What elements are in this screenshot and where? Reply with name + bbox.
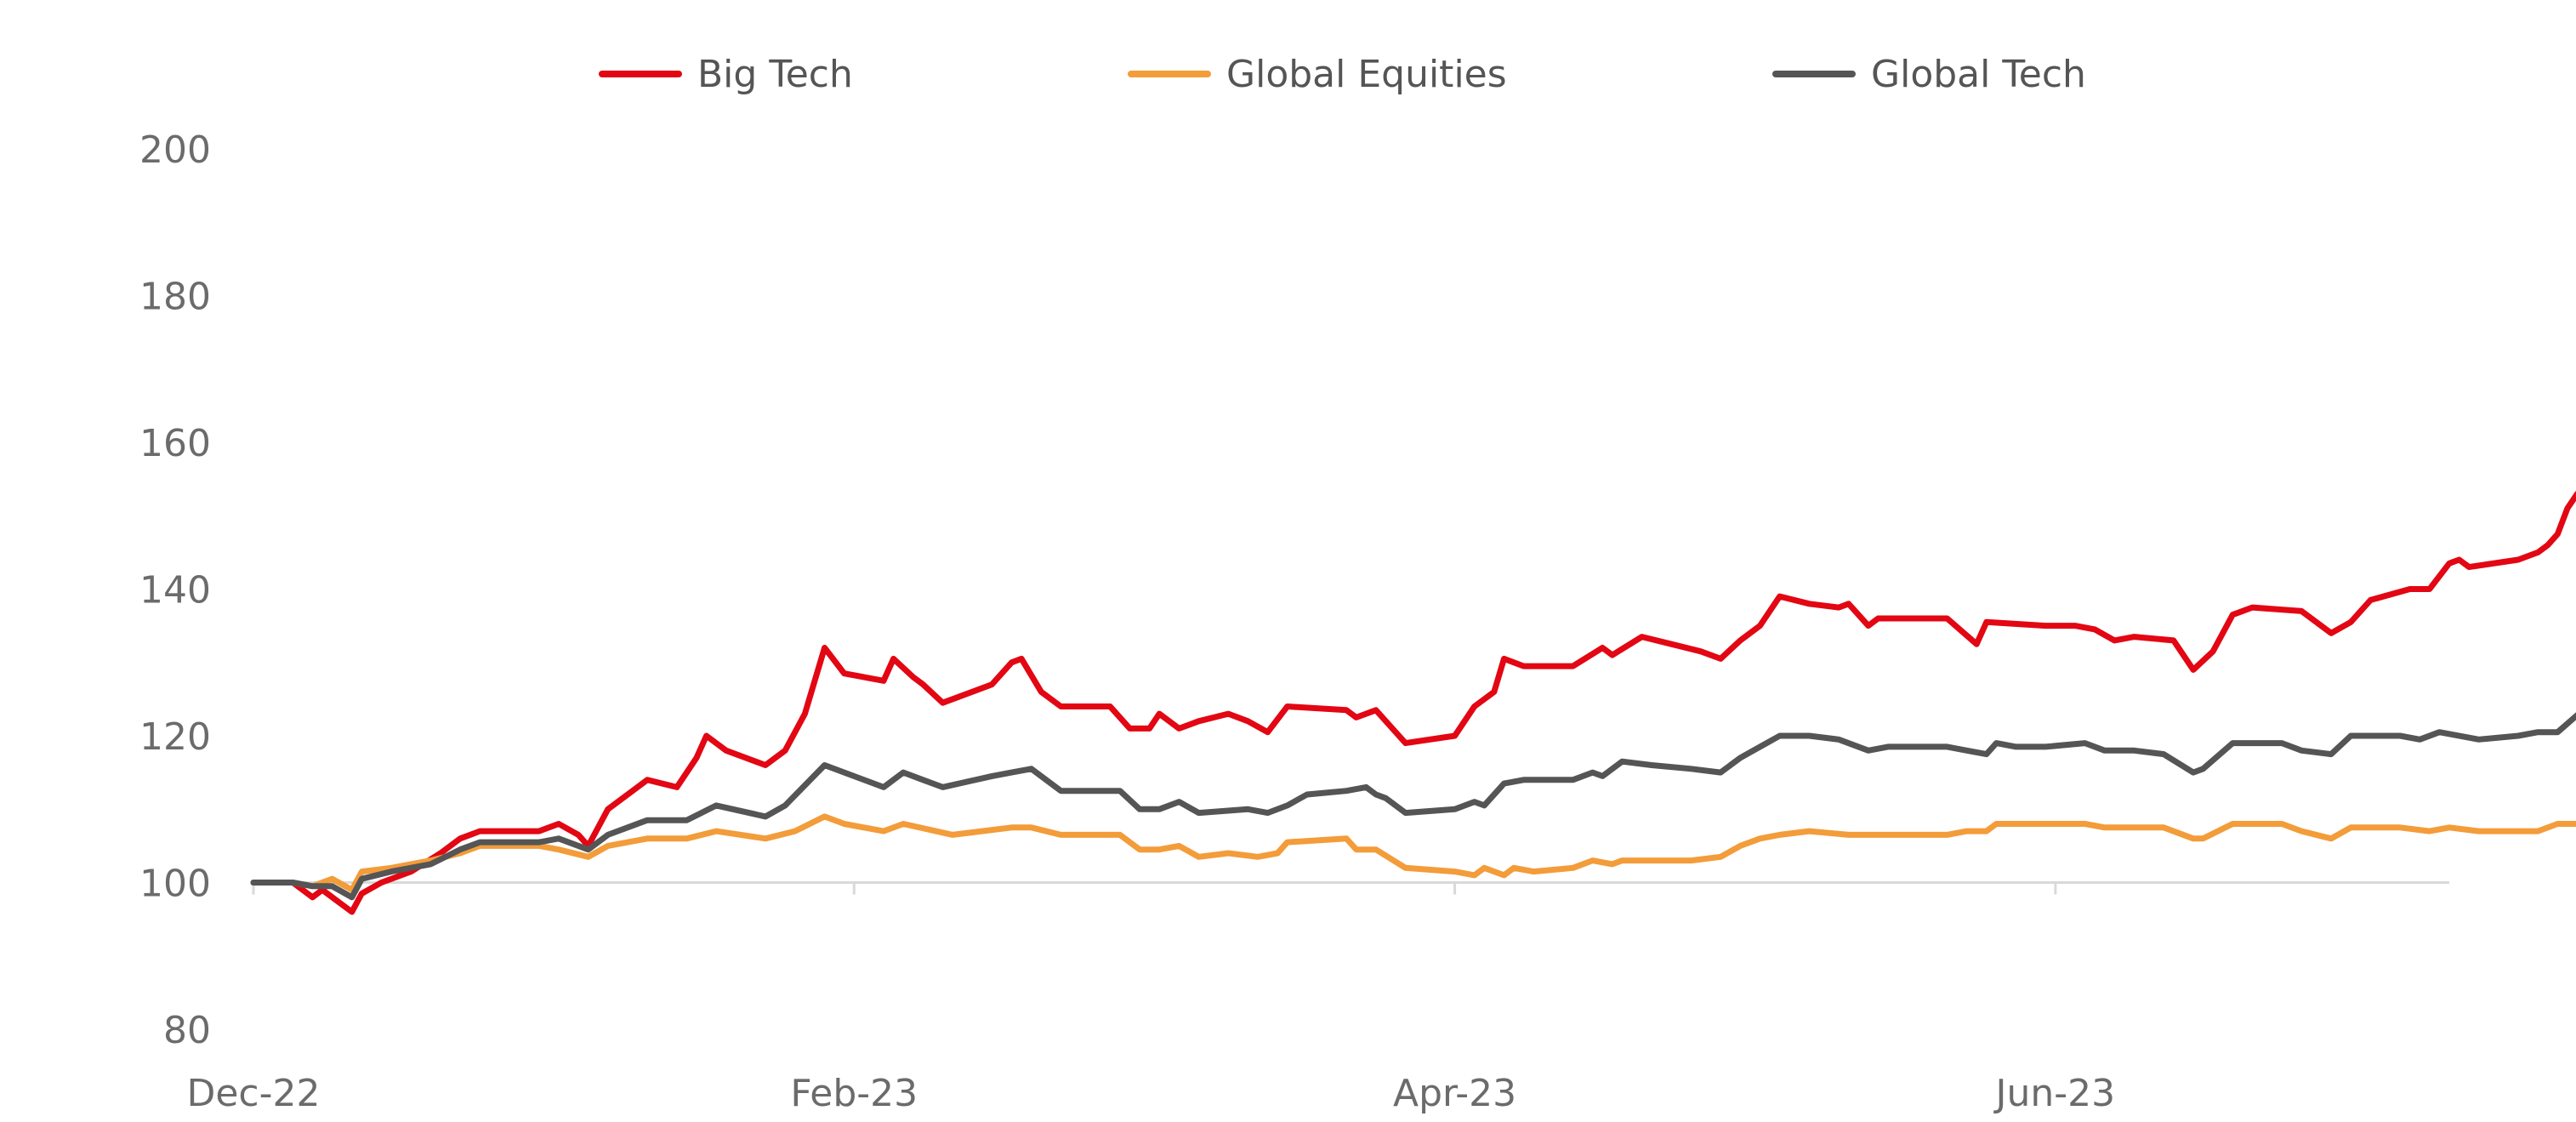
x-axis: Dec-22 Feb-23 Apr-23 Jun-23: [186, 881, 2449, 1115]
legend-item-global-equities: Global Equities: [1128, 53, 1507, 96]
x-tick-label: Jun-23: [1993, 1072, 2116, 1115]
legend-label-big-tech: Big Tech: [697, 53, 853, 96]
y-axis: 80 100 120 140 160 180 200: [139, 128, 211, 1052]
y-tick-label: 140: [139, 569, 211, 612]
series-line-big-tech: [250, 491, 2576, 915]
x-tick-label: Apr-23: [1393, 1072, 1516, 1115]
y-tick-label: 160: [139, 422, 211, 465]
y-tick-label: 80: [163, 1009, 211, 1052]
y-tick-label: 100: [139, 863, 211, 906]
series-line-global-equities: [250, 813, 2576, 893]
legend: Big Tech Global Equities Global Tech: [599, 53, 2086, 96]
legend-label-global-tech: Global Tech: [1871, 53, 2086, 96]
series-layer: [250, 491, 2576, 915]
series-line-global-tech: [250, 712, 2576, 901]
y-tick-label: 200: [139, 128, 211, 172]
legend-label-global-equities: Global Equities: [1226, 53, 1507, 96]
y-tick-label: 120: [139, 715, 211, 759]
y-tick-label: 180: [139, 276, 211, 319]
x-tick-label: Dec-22: [186, 1072, 320, 1115]
legend-item-global-tech: Global Tech: [1772, 53, 2086, 96]
legend-item-big-tech: Big Tech: [599, 53, 853, 96]
x-tick-label: Feb-23: [790, 1072, 918, 1115]
